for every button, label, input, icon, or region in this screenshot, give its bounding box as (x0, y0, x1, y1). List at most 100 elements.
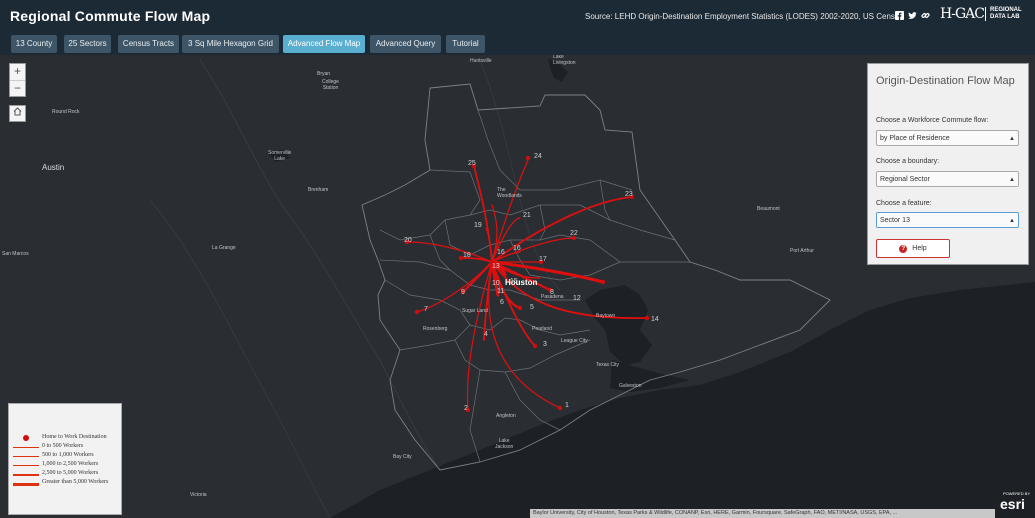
river (199, 59, 441, 471)
place-huntsville: Huntsville (470, 58, 492, 64)
place-round-rock: Round Rock (52, 109, 80, 115)
place-san-marcos: San Marcos (2, 251, 29, 257)
sector-label-23: 23 (625, 191, 633, 198)
boundary-select-value: Regional Sector (880, 176, 930, 183)
map-attribution[interactable]: Baylor University, City of Houston, Texa… (530, 509, 995, 518)
zoom-in-button[interactable]: + (13, 64, 21, 78)
sector-label-11: 11 (497, 288, 505, 295)
place-texas-city: Texas City (596, 362, 620, 368)
boundary-label: Choose a boundary: (876, 158, 940, 165)
legend-label: 0 to 500 Workers (42, 443, 84, 449)
app-title: Regional Commute Flow Map (10, 8, 211, 24)
app-header: Regional Commute Flow Map Source: LEHD O… (0, 0, 1035, 33)
sector-label-14: 14 (651, 316, 659, 323)
home-button[interactable] (9, 105, 26, 122)
legend-row: 0 to 500 Workers (9, 443, 121, 452)
place-college-station: College Station (322, 79, 339, 91)
flow-line-symbol (13, 465, 39, 467)
sector-label-3: 3 (543, 341, 547, 348)
place-houston: Houston (505, 278, 538, 287)
somerville-lake (267, 150, 290, 162)
sector-label-18: 18 (463, 252, 471, 259)
region-boundary (361, 83, 831, 471)
feature-select[interactable]: Sector 13 ▲ (876, 212, 1019, 228)
facebook-icon[interactable] (895, 11, 904, 20)
sector-label-7: 7 (424, 306, 428, 313)
flow-label: Choose a Workforce Commute flow: (876, 117, 989, 124)
esri-logo[interactable]: esri (1000, 496, 1025, 512)
sector-label-19: 19 (474, 222, 482, 229)
feature-select-value: Sector 13 (880, 217, 910, 224)
question-icon: ? (899, 245, 908, 253)
sector-label-4: 4 (484, 331, 488, 338)
updown-caret-icon: ▲ (1009, 177, 1015, 183)
tab-bar: 13 County 25 Sectors Census Tracts 3 Sq … (0, 33, 1035, 55)
flow-lines (406, 159, 648, 411)
help-label: Help (912, 245, 927, 252)
tab-hexagon-grid[interactable]: 3 Sq Mile Hexagon Grid (182, 35, 279, 53)
legend-label: 1,000 to 2,500 Workers (42, 461, 99, 467)
place-brenham: Brenham (308, 187, 329, 193)
gulf-of-mexico (330, 282, 1035, 518)
updown-caret-icon: ▲ (1009, 218, 1015, 224)
sector-label-5: 5 (530, 304, 534, 311)
sector-label-8: 8 (550, 289, 554, 296)
place-la-grange: La Grange (212, 245, 236, 251)
tab-13-county[interactable]: 13 County (11, 35, 57, 53)
place-somerville-lake: Somerville Lake (268, 150, 292, 162)
place-port-arthur: Port Arthur (790, 248, 814, 254)
legend-row: 1,000 to 2,500 Workers (9, 461, 121, 470)
updown-caret-icon: ▲ (1009, 136, 1015, 142)
legend-row: 500 to 1,000 Workers (9, 452, 121, 461)
zoom-divider (10, 80, 25, 81)
place-victoria: Victoria (190, 492, 207, 498)
place-sugar-land: Sugar Land (462, 308, 488, 314)
powered-by-label: POWERED BY (1003, 491, 1031, 496)
place-league-city: League City (561, 338, 588, 344)
flow-line-symbol (13, 456, 39, 457)
boundary-select[interactable]: Regional Sector ▲ (876, 171, 1019, 187)
help-button[interactable]: ? Help (876, 239, 950, 258)
sector-label-9: 9 (461, 289, 465, 296)
sector-label-21: 21 (523, 212, 531, 219)
tab-tutorial[interactable]: Tutorial (446, 35, 485, 53)
place-angleton: Angleton (496, 413, 516, 419)
legend-row: Greater than 5,000 Workers (9, 479, 121, 488)
link-icon[interactable] (921, 11, 930, 20)
map-legend: Home to Work Destination 0 to 500 Worker… (8, 403, 122, 515)
zoom-control: + − (9, 63, 26, 97)
od-flow-panel: Origin-Destination Flow Map Choose a Wor… (867, 63, 1029, 265)
home-icon (13, 107, 22, 116)
west-bay (610, 360, 690, 392)
tab-census-tracts[interactable]: Census Tracts (118, 35, 179, 53)
sector-label-13: 13 (492, 263, 500, 270)
legend-label: Home to Work Destination (42, 434, 107, 440)
place-lake-livingston: Lake Livingston (553, 55, 576, 66)
tab-advanced-flow-map[interactable]: Advanced Flow Map (283, 35, 365, 53)
sector-label-20: 20 (404, 237, 412, 244)
zoom-out-button[interactable]: − (13, 81, 21, 95)
sector-label-16: 16 (497, 249, 505, 256)
regional-data-lab-logo: REGIONAL DATA LAB (985, 7, 1028, 21)
legend-label: Greater than 5,000 Workers (42, 479, 109, 485)
place-austin: Austin (42, 163, 65, 172)
sector-label-15: 15 (510, 278, 518, 285)
tab-advanced-query[interactable]: Advanced Query (370, 35, 441, 53)
panel-title: Origin-Destination Flow Map (876, 75, 1015, 87)
tab-25-sectors[interactable]: 25 Sectors (64, 35, 111, 53)
lake-livingston (548, 58, 568, 82)
place-beaumont: Beaumont (757, 206, 780, 212)
place-baytown: Baytown (596, 313, 616, 319)
twitter-icon[interactable] (908, 11, 917, 20)
flow-select[interactable]: by Place of Residence ▲ (876, 130, 1019, 146)
place-galveston: Galveston (619, 383, 642, 389)
sector-label-16b: 16 (513, 245, 521, 252)
place-pasadena: Pasadena (541, 294, 564, 300)
sector-label-12: 12 (573, 295, 581, 302)
place-bryan: Bryan (317, 71, 331, 77)
sector-label-25: 25 (468, 160, 476, 167)
destination-points (404, 155, 650, 413)
flow-line-symbol (13, 474, 39, 476)
place-the-woodlands: The Woodlands (497, 187, 522, 199)
map-view[interactable]: Huntsville Lake Livingston Bryan College… (0, 55, 1035, 518)
